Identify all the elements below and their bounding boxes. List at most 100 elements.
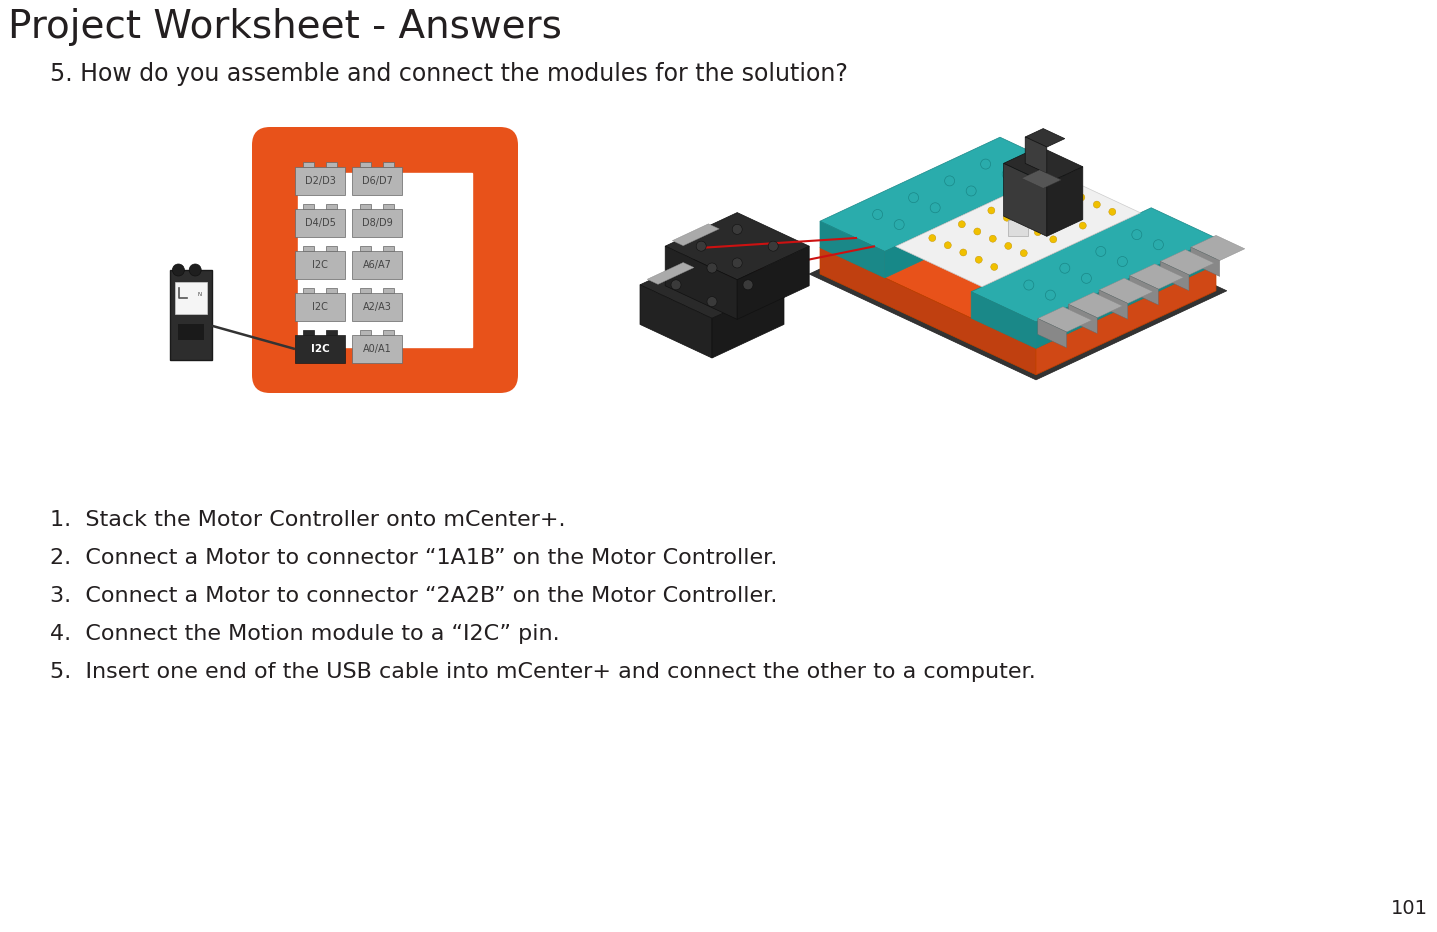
Bar	[297, 173, 471, 347]
Circle shape	[769, 241, 779, 251]
Bar	[295, 251, 345, 279]
Circle shape	[1020, 250, 1027, 256]
Bar	[303, 204, 313, 209]
Polygon shape	[1068, 293, 1122, 318]
Polygon shape	[821, 248, 1036, 375]
Circle shape	[944, 241, 951, 249]
Circle shape	[1035, 228, 1042, 236]
Polygon shape	[1191, 236, 1244, 261]
Polygon shape	[971, 292, 1036, 349]
Bar	[303, 288, 313, 293]
Circle shape	[1019, 222, 1026, 228]
Polygon shape	[821, 137, 1065, 252]
Circle shape	[1017, 193, 1025, 200]
Bar	[295, 293, 345, 321]
Polygon shape	[1099, 278, 1152, 304]
Polygon shape	[1003, 163, 1046, 237]
Circle shape	[1079, 222, 1086, 229]
Bar	[352, 251, 402, 279]
Bar	[384, 246, 394, 251]
Bar	[326, 162, 338, 167]
Polygon shape	[1068, 304, 1098, 334]
Circle shape	[696, 241, 706, 251]
Bar	[170, 270, 213, 360]
Text: A0/A1: A0/A1	[362, 344, 391, 354]
Bar	[359, 288, 371, 293]
Bar	[359, 162, 371, 167]
Circle shape	[1002, 170, 1012, 179]
Polygon shape	[665, 246, 737, 320]
Text: D6/D7: D6/D7	[362, 176, 392, 186]
Circle shape	[707, 296, 717, 307]
Polygon shape	[647, 263, 694, 284]
Text: A2/A3: A2/A3	[362, 302, 391, 312]
Circle shape	[1132, 229, 1142, 240]
Circle shape	[1109, 209, 1115, 215]
Circle shape	[894, 220, 904, 229]
Polygon shape	[1160, 261, 1188, 291]
Circle shape	[733, 258, 741, 268]
Text: Project Worksheet - Answers: Project Worksheet - Answers	[9, 8, 562, 46]
Circle shape	[1096, 246, 1106, 256]
Text: 101: 101	[1391, 899, 1428, 918]
Circle shape	[944, 176, 954, 185]
Circle shape	[976, 256, 983, 263]
Circle shape	[1033, 200, 1040, 208]
Text: 5.  Insert one end of the USB cable into mCenter+ and connect the other to a com: 5. Insert one end of the USB cable into …	[50, 662, 1036, 682]
Circle shape	[707, 263, 717, 273]
Circle shape	[928, 235, 935, 241]
Polygon shape	[737, 246, 809, 320]
Circle shape	[1049, 208, 1055, 214]
Bar	[303, 162, 313, 167]
Bar	[178, 324, 204, 340]
Polygon shape	[639, 285, 711, 358]
Polygon shape	[1099, 290, 1128, 320]
Bar	[326, 204, 338, 209]
Circle shape	[987, 207, 994, 214]
Circle shape	[930, 203, 940, 212]
Polygon shape	[1038, 319, 1066, 348]
Circle shape	[990, 264, 997, 270]
Bar	[384, 162, 394, 167]
Text: 5. How do you assemble and connect the modules for the solution?: 5. How do you assemble and connect the m…	[50, 62, 848, 86]
Polygon shape	[1025, 137, 1046, 173]
Bar	[384, 330, 394, 335]
Bar	[326, 288, 338, 293]
Polygon shape	[1022, 170, 1061, 188]
Polygon shape	[895, 172, 1141, 287]
Circle shape	[908, 193, 918, 202]
Circle shape	[1050, 236, 1056, 243]
Text: 4.  Connect the Motion module to a “I2C” pin.: 4. Connect the Motion module to a “I2C” …	[50, 624, 559, 644]
Circle shape	[1094, 201, 1101, 208]
Text: 2.  Connect a Motor to connector “1A1B” on the Motor Controller.: 2. Connect a Motor to connector “1A1B” o…	[50, 548, 777, 568]
Circle shape	[1118, 256, 1128, 267]
Circle shape	[1062, 186, 1069, 194]
Polygon shape	[665, 212, 809, 280]
Circle shape	[1048, 180, 1053, 186]
Bar	[175, 282, 207, 313]
Text: A6/A7: A6/A7	[362, 260, 391, 270]
Bar	[359, 246, 371, 251]
Bar	[295, 335, 345, 363]
Circle shape	[733, 225, 741, 234]
Polygon shape	[711, 285, 785, 358]
Polygon shape	[885, 168, 1065, 278]
Polygon shape	[821, 221, 885, 278]
Text: I2C: I2C	[310, 344, 329, 354]
Polygon shape	[1036, 265, 1216, 375]
Bar	[1007, 220, 1027, 237]
Circle shape	[1078, 194, 1085, 201]
Circle shape	[872, 210, 882, 219]
Text: D2/D3: D2/D3	[305, 176, 335, 186]
Polygon shape	[1046, 167, 1083, 237]
Circle shape	[671, 280, 681, 290]
Polygon shape	[639, 252, 785, 319]
Circle shape	[1082, 273, 1091, 283]
Polygon shape	[1129, 264, 1184, 289]
Circle shape	[1004, 242, 1012, 250]
Bar	[295, 209, 345, 237]
Text: D8/D9: D8/D9	[362, 218, 392, 228]
Polygon shape	[1129, 276, 1158, 305]
Circle shape	[172, 264, 184, 276]
Circle shape	[980, 159, 990, 169]
